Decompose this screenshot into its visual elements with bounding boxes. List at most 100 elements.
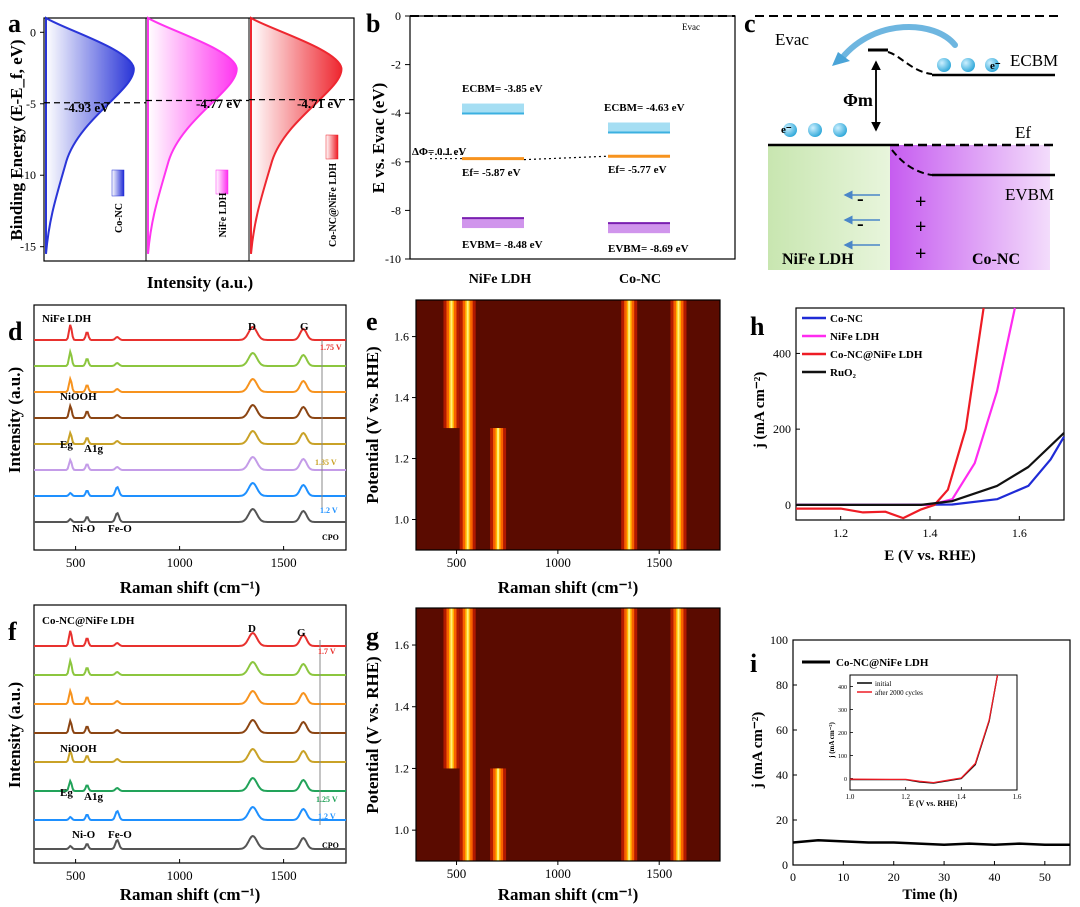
- panel-d-pot-high: 1.75 V: [320, 343, 342, 352]
- raman-xtick-label: 500: [66, 555, 86, 570]
- panel-a-annot-conc: -4.93 eV: [64, 100, 110, 115]
- raman-xtick-label: 1000: [167, 555, 193, 570]
- panel-h-ticks: 1.2 1.4 1.6 0 200 400: [773, 346, 1027, 540]
- panel-c-minus-1: -: [857, 188, 864, 210]
- raman-spectrum-6: [34, 482, 346, 497]
- panel-a-annot-conc-nife: -4.71 eV: [297, 96, 343, 111]
- panel-c-electron-6: [833, 123, 847, 137]
- raman-spectrum-3: [34, 402, 346, 419]
- panel-b-vbm-band-0: [462, 218, 524, 229]
- heatmap-band-4-3: [677, 608, 680, 861]
- panel-label-d: d: [8, 317, 23, 346]
- panel-c-plus-1: +: [915, 191, 926, 213]
- panel-a: a 0 -5 -10 -15 Binding Energy (E-E_f, eV) I…: [7, 9, 355, 292]
- panel-d-a1g: A1g: [84, 443, 103, 455]
- panel-a-curve-NiFe LDH: [147, 16, 238, 254]
- panel-c-cbm-bend: [887, 51, 933, 75]
- panel-h-xtick-label: 1.4: [923, 526, 938, 540]
- panel-c-electron-1: [937, 58, 951, 72]
- panel-a-curve-Co-NC: [45, 16, 135, 254]
- panel-h-xlabel: E (V vs. RHE): [884, 548, 975, 564]
- raman-spectrum-0: [34, 630, 346, 647]
- raman-xtick-label: 1500: [271, 868, 297, 883]
- panel-b-cbm-band-0: [462, 103, 524, 114]
- panel-i-ytick-label: 0: [782, 858, 788, 872]
- panel-i-inset-ytick-label: 100: [838, 754, 847, 760]
- panel-f-ylabel: Intensity (a.u.): [5, 682, 24, 788]
- panel-i-frame: [792, 639, 1071, 866]
- panel-a-yticks: 0 -5 -10 -15: [20, 25, 44, 254]
- panel-a-curves: [44, 16, 354, 254]
- panel-c-electron-2: [961, 58, 975, 72]
- panel-f-xlabel: Raman shift (cm⁻¹): [120, 885, 261, 904]
- heatmap-band-2-3: [497, 428, 500, 550]
- panel-h-ytick-label: 400: [773, 346, 791, 360]
- panel-b-frame: [409, 15, 736, 260]
- heatmap-xtick-label: 1000: [545, 555, 571, 570]
- panel-i-lines: [792, 839, 1070, 847]
- panel-d-pot-mid: 1.35 V: [315, 458, 337, 467]
- panel-label-h: h: [750, 312, 765, 341]
- panel-a-curve-Co-NC@NiFe LDH: [250, 16, 343, 254]
- heatmap-band-0-3: [450, 300, 453, 429]
- panel-i-inset-legend-initial: initial: [875, 680, 891, 688]
- panel-d-spectra: [34, 324, 346, 523]
- panel-c-nife-region: [768, 145, 890, 270]
- heatmap-band-3-3: [628, 300, 631, 550]
- panel-i-inset-ytick-label: 400: [838, 685, 847, 691]
- panel-e: e 500 1000 1500 1.0 1.2 1.4 1.6 Potential (V v…: [363, 299, 721, 597]
- panel-label-a: a: [8, 9, 21, 38]
- panel-b-yticks: 0 -2 -4 -6 -8 -10: [385, 9, 410, 266]
- heatmap-ytick-label: 1.4: [394, 700, 409, 714]
- panel-label-c: c: [744, 9, 756, 38]
- heatmap-xtick-label: 1500: [646, 555, 672, 570]
- panel-g-ylabel: Potential (V vs. RHE): [363, 656, 382, 813]
- panel-i-inset-xtick-label: 1.4: [957, 793, 966, 801]
- panel-h-ylabel: j (mA cm⁻²): [752, 372, 768, 450]
- heatmap-xtick-label: 1500: [646, 866, 672, 881]
- panel-f-title: Co-NC@NiFe LDH: [42, 615, 135, 627]
- raman-spectrum-3: [34, 717, 346, 734]
- panel-i-xlabel: Time (h): [902, 887, 957, 903]
- panel-label-g: g: [366, 622, 379, 651]
- heatmap-ytick-label: 1.6: [394, 638, 409, 652]
- panel-a-frame: [43, 17, 355, 262]
- heatmap-ytick-label: 1.2: [394, 452, 409, 466]
- panel-c-electron-4: [783, 123, 797, 137]
- panel-i-inset-ytick-label: 200: [838, 731, 847, 737]
- panel-e-ticks: 500 1000 1500 1.0 1.2 1.4 1.6: [394, 330, 672, 570]
- panel-i-xtick-label: 20: [888, 870, 900, 884]
- panel-i-inset-xtick-label: 1.6: [1013, 793, 1022, 801]
- panel-a-legend-conc-nife: Co-NC@NiFe LDH: [328, 163, 339, 247]
- raman-spectrum-4: [34, 429, 346, 445]
- panel-a-ytick-label: -5: [26, 97, 36, 111]
- panel-i-inset-xtick-label: 1.0: [846, 793, 855, 801]
- panel-i-ytick-label: 100: [770, 633, 788, 647]
- panel-a-ytick-label: -10: [20, 168, 36, 182]
- panel-c-plus-2: +: [915, 216, 926, 238]
- panel-f-spectra: [34, 630, 346, 850]
- panel-a-legend-swatch-nife: [215, 169, 229, 195]
- panel-b-cbm-label-conc: ECBM= -4.63 eV: [604, 102, 685, 114]
- panel-g-frame: [415, 607, 721, 862]
- panel-f-feo: Fe-O: [108, 829, 132, 841]
- panel-d-peak-d: D: [248, 321, 256, 333]
- panel-i-inset-xlabel: E (V vs. RHE): [909, 799, 958, 808]
- panel-h-line-RuO₂: [796, 432, 1065, 506]
- panel-i-xtick-label: 30: [938, 870, 950, 884]
- panel-h-xtick-label: 1.2: [833, 526, 848, 540]
- panel-b-ytick-label: -10: [385, 252, 401, 266]
- panel-h-line-NiFe LDH: [796, 307, 1016, 506]
- panel-i-xtick-label: 50: [1039, 870, 1051, 884]
- raman-spectrum-1: [34, 347, 346, 367]
- panel-f-xticks: 500 1000 1500: [66, 859, 297, 883]
- panel-c-minus-2: -: [857, 213, 864, 235]
- panel-b-cbm-band-1: [608, 122, 670, 133]
- panel-i-xtick-label: 10: [837, 870, 849, 884]
- panel-f-peak-d: D: [248, 623, 256, 635]
- panel-f-a1g: A1g: [84, 791, 103, 803]
- panel-b-ytick-label: -6: [391, 155, 401, 169]
- panel-d-eg: Eg: [60, 439, 73, 451]
- panel-i-inset-frame: [849, 674, 1018, 791]
